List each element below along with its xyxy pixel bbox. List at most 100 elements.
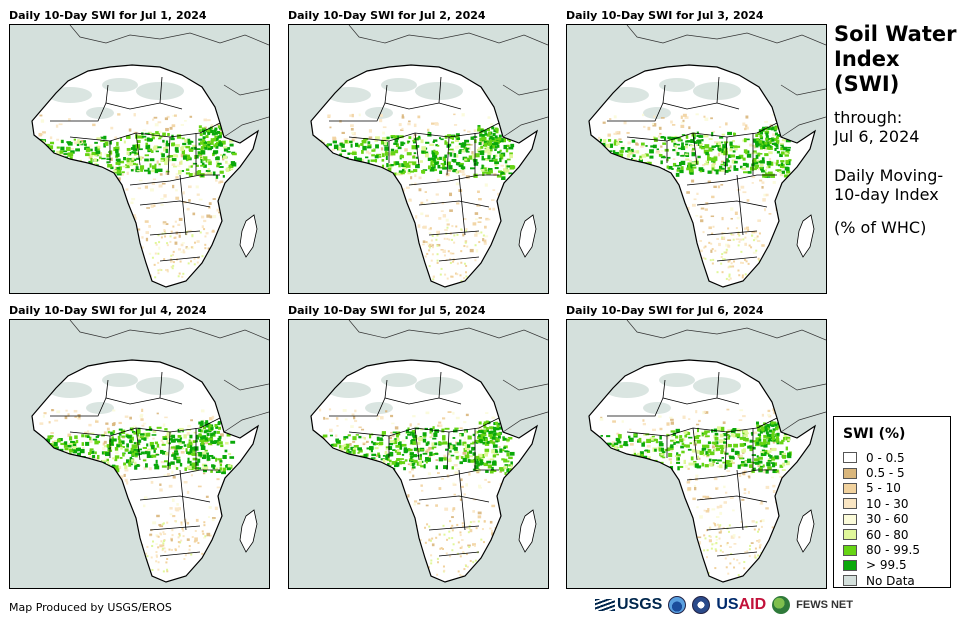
country-border — [686, 469, 777, 481]
africa-coastline — [310, 64, 539, 288]
legend-swatch — [843, 529, 857, 541]
through-date: Jul 6, 2024 — [834, 127, 920, 146]
africa-map-svg — [310, 25, 548, 288]
panel-title: Daily 10-Day SWI for Jul 2, 2024 — [288, 9, 486, 22]
africa-map-svg — [31, 320, 269, 583]
country-border — [458, 428, 476, 531]
credit-text: Map Produced by USGS/EROS — [9, 601, 172, 614]
legend-item: 80 - 99.5 — [843, 542, 920, 557]
arabia-coastline — [223, 379, 269, 433]
country-border — [706, 230, 758, 262]
legend-label: 10 - 30 — [866, 496, 909, 511]
legend-swatch — [843, 498, 857, 510]
madagascar — [239, 214, 258, 258]
africa-coastline — [588, 359, 817, 583]
country-border — [105, 76, 163, 104]
title-block: Soil Water Index (SWI) through: Jul 6, 2… — [834, 22, 970, 237]
country-border — [736, 428, 754, 531]
legend-item: 5 - 10 — [843, 481, 920, 496]
logo-strip: USGS USAID FEWS NET — [595, 596, 853, 614]
africa-coastline — [588, 64, 817, 288]
africa-map-svg — [588, 320, 826, 583]
europe-coastline — [69, 25, 269, 46]
through-label-text: through: — [834, 108, 903, 127]
country-border — [139, 200, 211, 208]
africa-map-svg — [310, 320, 548, 583]
noaa-logo-icon — [668, 596, 687, 614]
fews-globe-icon — [772, 596, 791, 614]
country-border — [662, 76, 720, 104]
country-border — [149, 230, 201, 262]
country-border — [408, 174, 499, 186]
madagascar — [796, 214, 815, 258]
swi-values-layer — [311, 371, 515, 577]
europe-coastline — [348, 320, 548, 341]
panel-title: Daily 10-Day SWI for Jul 6, 2024 — [566, 304, 764, 317]
through-label: through: Jul 6, 2024 — [834, 108, 970, 146]
legend-item: 60 - 80 — [843, 527, 920, 542]
legend-swatch — [843, 467, 857, 479]
europe-coastline — [626, 320, 826, 341]
country-border — [607, 397, 740, 417]
arabia-coastline — [780, 379, 826, 433]
country-border — [129, 174, 220, 186]
panel-title: Daily 10-Day SWI for Jul 1, 2024 — [9, 9, 207, 22]
country-border — [139, 495, 211, 503]
arabia-coastline — [780, 84, 826, 138]
legend-item: 0 - 0.5 — [843, 450, 920, 465]
panel-title: Daily 10-Day SWI for Jul 5, 2024 — [288, 304, 486, 317]
africa-coastline — [310, 359, 539, 583]
country-border — [418, 495, 490, 503]
legend-label: 0 - 0.5 — [866, 450, 905, 465]
panel-title: Daily 10-Day SWI for Jul 3, 2024 — [566, 9, 764, 22]
country-border — [428, 525, 480, 557]
europe-coastline — [348, 25, 548, 46]
legend-label: > 99.5 — [866, 558, 907, 573]
country-border — [607, 102, 740, 122]
madagascar — [239, 509, 258, 553]
country-border — [109, 427, 171, 471]
usaid-logo-aid: AID — [738, 596, 767, 613]
country-border — [662, 371, 720, 399]
legend-swatch — [843, 452, 857, 464]
legend-swatch — [843, 513, 857, 525]
madagascar — [518, 214, 537, 258]
swi-map — [9, 319, 270, 589]
legend-swatch — [843, 559, 857, 571]
legend-item: 0.5 - 5 — [843, 465, 920, 480]
country-border — [129, 469, 220, 481]
legend-item: > 99.5 — [843, 558, 920, 573]
legend-swatch — [843, 482, 857, 494]
country-border — [626, 417, 778, 437]
country-border — [348, 417, 500, 437]
commerce-seal-icon — [692, 596, 711, 614]
legend-swatch — [843, 575, 857, 587]
unit-label: (% of WHC) — [834, 218, 927, 237]
country-border — [179, 133, 197, 236]
usaid-logo: USAID — [716, 596, 766, 614]
africa-landmass — [311, 360, 537, 582]
legend-title: SWI (%) — [843, 426, 906, 442]
main-title: Soil Water Index (SWI) — [834, 22, 957, 96]
legend-label: 30 - 60 — [866, 512, 909, 527]
africa-map-svg — [588, 25, 826, 288]
country-border — [626, 122, 778, 142]
usgs-logo-text: USGS — [617, 596, 663, 613]
europe-coastline — [69, 320, 269, 341]
legend-label: 5 - 10 — [866, 481, 901, 496]
arabia-coastline — [223, 84, 269, 138]
usgs-logo: USGS — [595, 596, 662, 614]
country-border — [696, 495, 768, 503]
country-border — [149, 525, 201, 557]
country-border — [329, 397, 462, 417]
legend-label: No Data — [866, 573, 915, 588]
country-border — [50, 102, 183, 122]
africa-coastline — [31, 64, 260, 288]
africa-coastline — [31, 359, 260, 583]
usaid-logo-us: US — [716, 596, 739, 613]
legend-item: 10 - 30 — [843, 496, 920, 511]
country-border — [706, 525, 758, 557]
arabia-coastline — [502, 379, 548, 433]
legend-item: No Data — [843, 573, 920, 588]
